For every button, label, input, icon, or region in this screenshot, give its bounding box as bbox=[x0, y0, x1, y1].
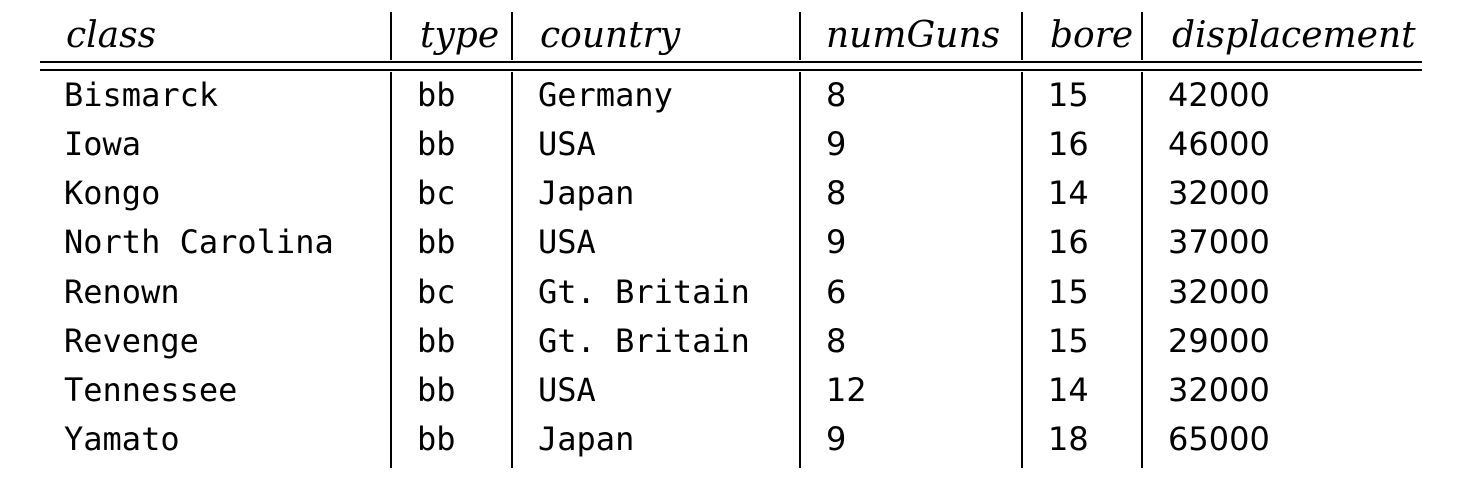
cell-displacement: 29000 bbox=[1168, 322, 1270, 360]
cell-class: Bismarck bbox=[64, 76, 219, 114]
cell-class: Revenge bbox=[64, 322, 199, 360]
table-row: Revenge bb Gt. Britain 8 15 29000 bbox=[40, 317, 1422, 366]
column-divider bbox=[799, 12, 801, 60]
cell-numguns: 12 bbox=[826, 371, 867, 409]
cell-bore: 16 bbox=[1048, 125, 1089, 163]
cell-country: Gt. Britain bbox=[538, 273, 750, 311]
table-row: Renown bc Gt. Britain 6 15 32000 bbox=[40, 268, 1422, 317]
cell-type: bb bbox=[417, 223, 456, 261]
cell-numguns: 9 bbox=[826, 125, 847, 163]
cell-displacement: 46000 bbox=[1168, 125, 1270, 163]
cell-numguns: 9 bbox=[826, 420, 847, 458]
cell-displacement: 32000 bbox=[1168, 174, 1270, 212]
column-divider bbox=[390, 12, 392, 60]
column-divider bbox=[799, 72, 801, 468]
cell-bore: 15 bbox=[1048, 76, 1089, 114]
cell-country: USA bbox=[538, 371, 596, 409]
column-divider bbox=[1021, 72, 1023, 468]
cell-type: bb bbox=[417, 371, 456, 409]
table-row: Bismarck bb Germany 8 15 42000 bbox=[40, 71, 1422, 120]
table-row: Iowa bb USA 9 16 46000 bbox=[40, 120, 1422, 169]
cell-numguns: 9 bbox=[826, 223, 847, 261]
cell-class: Iowa bbox=[64, 125, 142, 163]
header-rule-bottom bbox=[40, 69, 1422, 71]
cell-class: Renown bbox=[64, 273, 180, 311]
column-divider bbox=[511, 72, 513, 468]
cell-bore: 14 bbox=[1048, 174, 1089, 212]
table-row: North Carolina bb USA 9 16 37000 bbox=[40, 218, 1422, 267]
cell-type: bb bbox=[417, 322, 456, 360]
table-row: Kongo bc Japan 8 14 32000 bbox=[40, 169, 1422, 218]
cell-type: bc bbox=[417, 273, 456, 311]
header-displacement: displacement bbox=[1172, 15, 1416, 56]
cell-displacement: 65000 bbox=[1168, 420, 1270, 458]
header-bore: bore bbox=[1050, 15, 1134, 56]
cell-displacement: 42000 bbox=[1168, 76, 1270, 114]
column-divider bbox=[1021, 12, 1023, 60]
cell-country: USA bbox=[538, 125, 596, 163]
table-row: Tennessee bb USA 12 14 32000 bbox=[40, 366, 1422, 415]
cell-country: Japan bbox=[538, 420, 635, 458]
cell-country: Gt. Britain bbox=[538, 322, 750, 360]
cell-type: bb bbox=[417, 76, 456, 114]
header-numguns: numGuns bbox=[826, 15, 1001, 56]
cell-type: bc bbox=[417, 174, 456, 212]
cell-class: Yamato bbox=[64, 420, 180, 458]
column-divider bbox=[390, 72, 392, 468]
header-class: class bbox=[66, 15, 157, 56]
cell-displacement: 37000 bbox=[1168, 223, 1270, 261]
cell-class: Kongo bbox=[64, 174, 161, 212]
cell-displacement: 32000 bbox=[1168, 371, 1270, 409]
cell-country: Japan bbox=[538, 174, 635, 212]
column-divider bbox=[511, 12, 513, 60]
cell-country: Germany bbox=[538, 76, 673, 114]
cell-numguns: 8 bbox=[826, 174, 847, 212]
cell-class: North Carolina bbox=[64, 223, 334, 261]
column-divider bbox=[1141, 12, 1143, 60]
table-row: Yamato bb Japan 9 18 65000 bbox=[40, 415, 1422, 464]
cell-bore: 16 bbox=[1048, 223, 1089, 261]
cell-numguns: 6 bbox=[826, 273, 847, 311]
cell-type: bb bbox=[417, 125, 456, 163]
header-country: country bbox=[540, 15, 681, 56]
cell-bore: 14 bbox=[1048, 371, 1089, 409]
column-divider bbox=[1141, 72, 1143, 468]
table-header: class type country numGuns bore displace… bbox=[40, 12, 1422, 62]
header-type: type bbox=[420, 15, 500, 56]
cell-bore: 15 bbox=[1048, 322, 1089, 360]
cell-country: USA bbox=[538, 223, 596, 261]
cell-type: bb bbox=[417, 420, 456, 458]
cell-numguns: 8 bbox=[826, 76, 847, 114]
cell-class: Tennessee bbox=[64, 371, 238, 409]
cell-bore: 15 bbox=[1048, 273, 1089, 311]
cell-bore: 18 bbox=[1048, 420, 1089, 458]
cell-displacement: 32000 bbox=[1168, 273, 1270, 311]
header-rule-top bbox=[40, 61, 1422, 63]
cell-numguns: 8 bbox=[826, 322, 847, 360]
